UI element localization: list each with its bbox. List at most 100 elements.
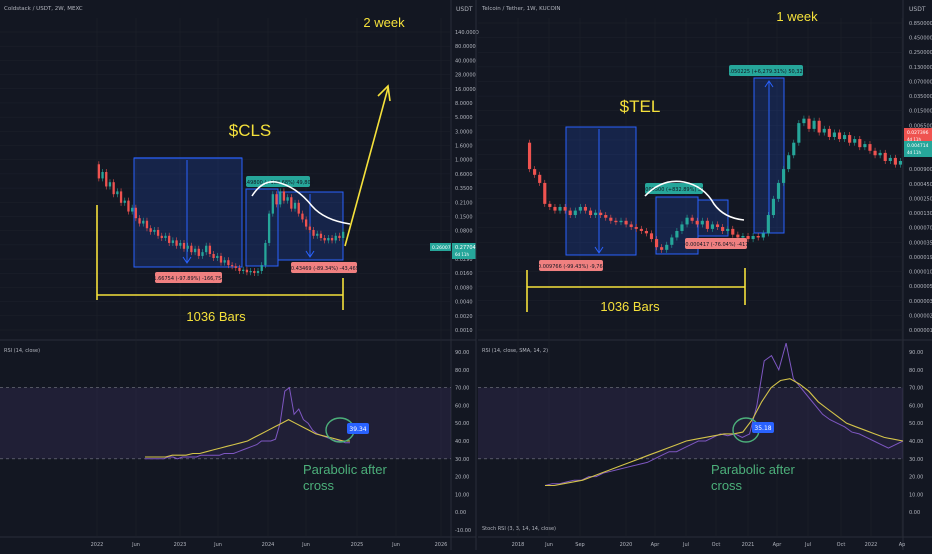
left-candle [197,248,200,256]
right-chart-panel[interactable]: Telcoin / Tether, 1W, KUCOIN USDT 0.8500… [475,0,932,550]
right-crosshair-countdown: 4d 11h [907,150,921,155]
right-rsi-tick-label: 90.00 [909,350,923,356]
left-candle [260,265,263,271]
right-price-tick-label: 0.000010 [909,270,932,276]
left-candle [142,220,145,224]
right-candle [675,230,679,238]
left-time-tick-label: Jun [301,542,310,548]
right-candle [741,235,745,238]
left-candle [134,207,138,219]
right-candle [634,226,638,229]
left-rsi-value: 39.34 [349,426,366,433]
right-price-tick-label: 0.000250 [909,196,932,202]
left-time-tick-label: Jun [213,542,222,548]
right-time-tick-label: 2020 [620,542,633,548]
left-candle [301,213,304,220]
left-candle [338,235,341,239]
left-yellow-arrow [344,87,389,247]
right-candle [832,132,836,137]
left-price-ticks: 140.0000 80.0000 40.0000 28.0000 16.0000 8.00… [0,30,479,334]
left-candle [319,233,323,239]
right-candle [578,206,582,211]
left-rsi-tick-label: 0.00 [455,510,466,516]
left-last-price: 0.27704 [455,245,476,251]
left-candle [201,252,204,256]
right-candle [898,160,903,165]
left-measure-label-1: -1.66754 (-97.89%) -166,754 [152,276,225,282]
left-candle [327,238,330,241]
left-price-tick-label: 28.0000 [455,73,476,79]
left-rsi-tick-label: 70.00 [455,386,469,392]
left-price-tick-label: 0.0800 [455,229,473,235]
right-time-tick-label: Jul [804,542,811,548]
right-candle [665,244,669,250]
left-last-price-tag [452,243,476,259]
left-candle [186,245,189,249]
right-candle [538,174,542,183]
left-price-tick-label: 0.6000 [455,172,473,178]
right-stoch-rsi-label: Stoch RSI (3, 3, 14, 14, close) [482,526,556,532]
right-candle [558,206,562,211]
left-price-tick-label: 1.0000 [455,158,473,164]
right-candle [690,217,694,221]
left-price-tick-label: 0.0290 [455,257,473,263]
right-measure-box-1[interactable] [565,126,637,256]
right-candle [654,239,659,248]
right-rsi-tick-label: 30.00 [909,457,923,463]
right-candle [548,203,552,207]
left-rsi-tick-label: 90.00 [455,350,469,356]
right-price-tick-label: 0.035000 [909,94,932,100]
right-price-tick-label: 0.000450 [909,182,932,188]
right-time-tick-label: Apr [773,542,783,548]
right-price-tick-label: 0.130000 [909,65,932,71]
right-measure-label-2: 0.000500 (+832.89%) 500 [641,187,708,193]
left-rsi-tick-label: 50.00 [455,421,469,427]
left-chart-panel[interactable]: Coldstack / USDT, 2W, MEXC USDT 140.0000… [0,0,479,550]
right-candle [705,220,709,229]
left-candle [116,191,119,195]
right-price-tick-label: 0.000035 [909,240,932,246]
right-bars-label: 1036 Bars [600,299,660,314]
left-price-tick-label: 0.2100 [455,200,473,206]
right-candle [685,217,689,225]
right-candle [878,152,882,156]
left-rsi-sma-line [145,418,350,458]
right-time-tick-label: Jul [682,542,689,548]
left-measure-arrowhead-1 [182,256,192,264]
left-time-tick-label: 2022 [91,542,104,548]
right-price-tick-label: 0.015000 [909,109,932,115]
left-candle [97,164,100,179]
left-price-tick-label: 16.0000 [455,87,476,93]
left-candle [138,218,141,224]
right-rsi-tick-label: 40.00 [909,439,923,445]
right-measure-label-3: -0.000417 (-76.04%) -417 [684,242,749,248]
right-candle [644,230,648,234]
left-rsi-tick-label: -10.00 [455,528,471,534]
left-rsi-tick-label: 80.00 [455,368,469,374]
right-candle [873,150,877,156]
left-rsi-tick-label: 20.00 [455,475,469,481]
right-candle [660,247,664,250]
left-candle [253,270,256,273]
left-candle [223,260,226,263]
right-measure-label-3-bg [685,238,747,249]
right-candle [609,217,613,221]
left-last-price-countdown: 6d 11h [455,252,469,257]
right-time-tick-label: Apr [651,542,661,548]
right-candle [614,220,618,223]
left-candle [156,229,160,236]
left-measure-box-1[interactable] [133,157,243,268]
left-measure-label-1-bg [155,272,222,283]
right-candle [888,157,892,161]
left-white-curve [251,180,351,225]
right-last-price-tag [904,128,932,144]
left-price-tick-label: 1.6000 [455,144,473,150]
left-candle [275,194,278,205]
right-candle [588,210,593,216]
left-price-tick-label: 0.1500 [455,214,473,220]
left-rsi-tick-label: 60.00 [455,403,469,409]
right-price-tick-label: 0.000001 [909,328,932,334]
left-candle [245,269,249,273]
right-candle [700,220,704,225]
